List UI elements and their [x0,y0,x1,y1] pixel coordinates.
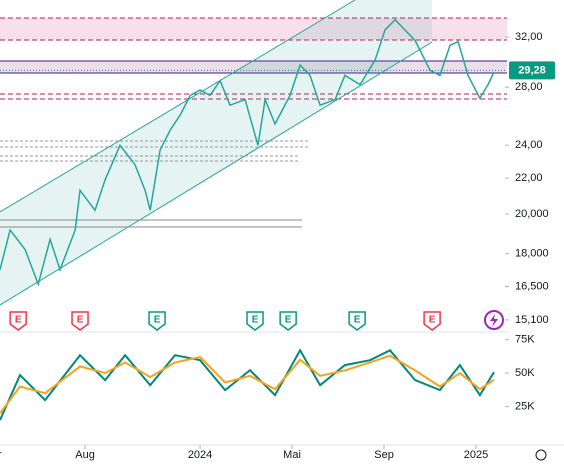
y-tick-label: 16,500 [515,280,549,292]
earnings-label: E [252,315,259,326]
levels [0,140,310,162]
x-tick-label: Apr [0,449,2,461]
earnings-badge [246,311,264,331]
earnings-badge [71,311,89,331]
earnings-label: E [354,315,361,326]
channel-line [0,41,433,306]
earnings-label: E [77,315,84,326]
earnings-label: E [15,315,22,326]
lightning [490,314,498,327]
earnings-badge [9,311,27,331]
series-line [0,348,495,421]
series-line [0,354,495,414]
x-tick-label: Sep [374,449,394,461]
earnings-label: E [154,315,161,326]
settings-icon[interactable] [535,449,547,461]
y-tick-label: 32,00 [515,31,543,43]
y-tick-label: 22,00 [515,172,543,184]
zone [0,18,507,40]
y-tick-label: 18,000 [515,248,549,260]
x-tick-label: 2024 [188,449,212,461]
earnings-badge [348,311,366,331]
channel [0,0,432,305]
y-tick-label: 15,100 [515,314,549,326]
y-tick-label: 50K [515,367,535,379]
earnings-badge [279,311,297,331]
last-price-label: 29,28 [518,64,546,76]
x-tick-label: 2025 [464,449,488,461]
x-tick-label: Aug [75,449,95,461]
earnings-badge [423,311,441,331]
y-tick-label: 28,00 [515,81,543,93]
earnings-badge [148,311,166,331]
y-tick-label: 20,000 [515,208,549,220]
last-price-badge [509,61,555,80]
y-tick-label: 25K [515,400,535,412]
y-tick-label: 24,00 [515,139,543,151]
y-tick-label: 75K [515,334,535,346]
series-line [0,18,495,287]
earnings-label: E [429,315,436,326]
channel-line [0,0,356,213]
x-tick-label: Mai [283,449,301,461]
earnings-label: E [285,315,292,326]
